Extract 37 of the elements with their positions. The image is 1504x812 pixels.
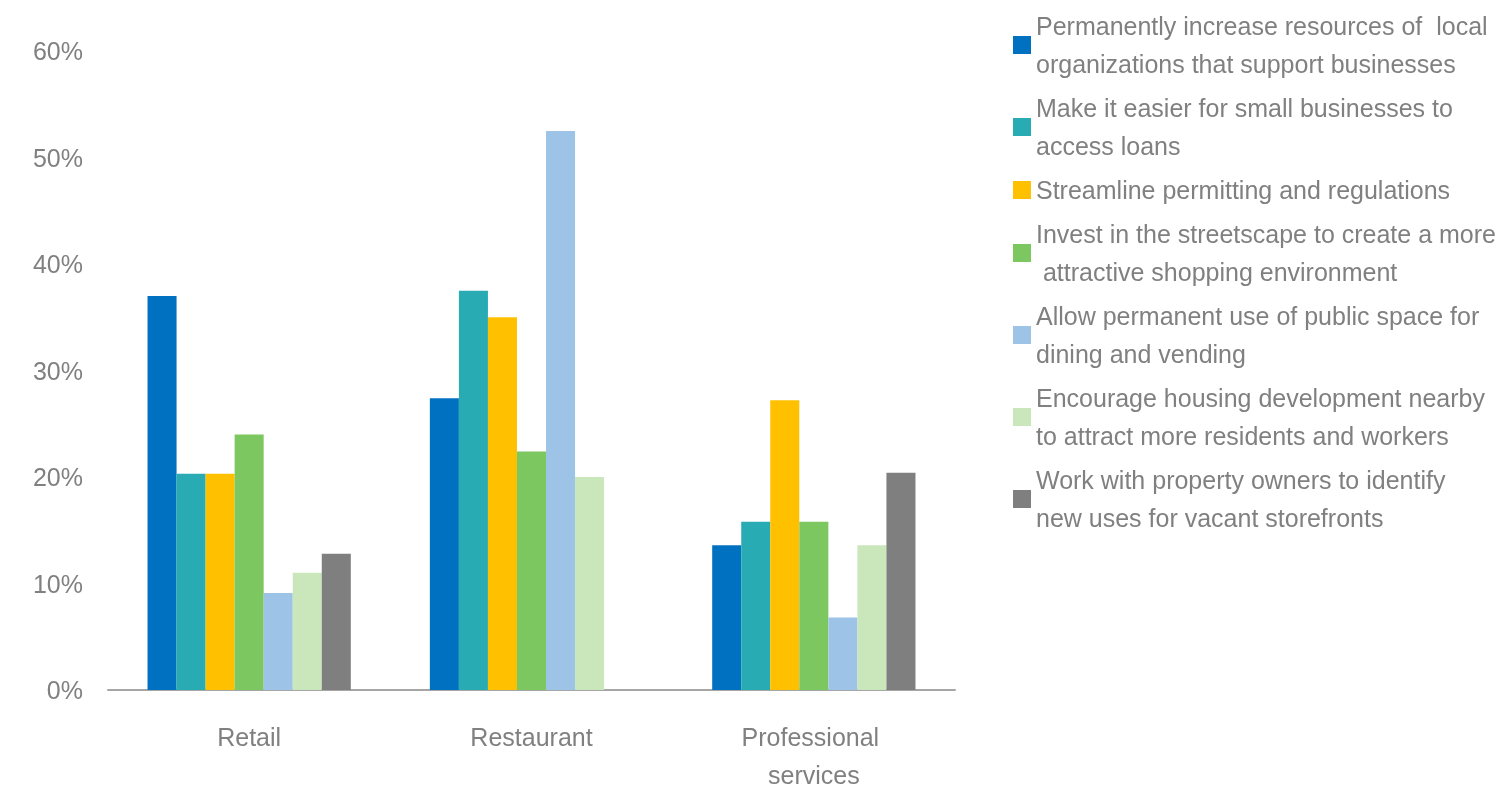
bar <box>575 477 605 690</box>
y-tick-label: 30% <box>32 356 83 385</box>
bar <box>799 521 829 690</box>
bar <box>886 472 916 690</box>
bar <box>429 398 459 690</box>
x-tick-label: Restaurant <box>470 723 593 751</box>
bar <box>857 545 887 690</box>
bar <box>546 130 576 690</box>
bar <box>176 473 206 690</box>
legend-label: Allow permanent use of public space for dining and vending <box>1036 302 1487 368</box>
legend-label: Permanently increase resources of local organizations that support businesses <box>1036 12 1495 78</box>
bar <box>321 553 351 690</box>
legend-label: Work with property owners to identify new uses for vacant storefronts <box>1036 466 1453 532</box>
bar <box>234 434 264 690</box>
x-tick-label: Retail <box>217 723 282 751</box>
bar <box>205 473 235 690</box>
bar <box>712 545 742 690</box>
bar <box>263 593 293 690</box>
bar <box>458 290 488 690</box>
y-tick-label: 20% <box>32 463 83 491</box>
y-tick-label: 50% <box>32 143 83 172</box>
y-tick-label: 60% <box>32 37 83 65</box>
bar <box>487 317 517 690</box>
y-tick-label: 10% <box>32 569 83 598</box>
bar <box>292 572 322 690</box>
legend-label: Streamline permitting and regulations <box>1036 176 1451 204</box>
bar <box>516 451 547 690</box>
y-tick-label: 40% <box>32 250 83 278</box>
x-tick-label: Professional services <box>741 723 887 789</box>
y-tick-label: 0% <box>46 676 83 704</box>
bar <box>828 617 858 690</box>
legend-label: Invest in the streetscape to create a more attractive shopping environment <box>1036 220 1496 286</box>
bar <box>770 400 800 690</box>
bar <box>741 521 771 690</box>
bar <box>147 295 177 690</box>
legend-label: Make it easier for small businesses to access loans <box>1036 94 1460 160</box>
legend-label: Encourage housing development nearby to attract more residents and workers <box>1036 384 1492 450</box>
